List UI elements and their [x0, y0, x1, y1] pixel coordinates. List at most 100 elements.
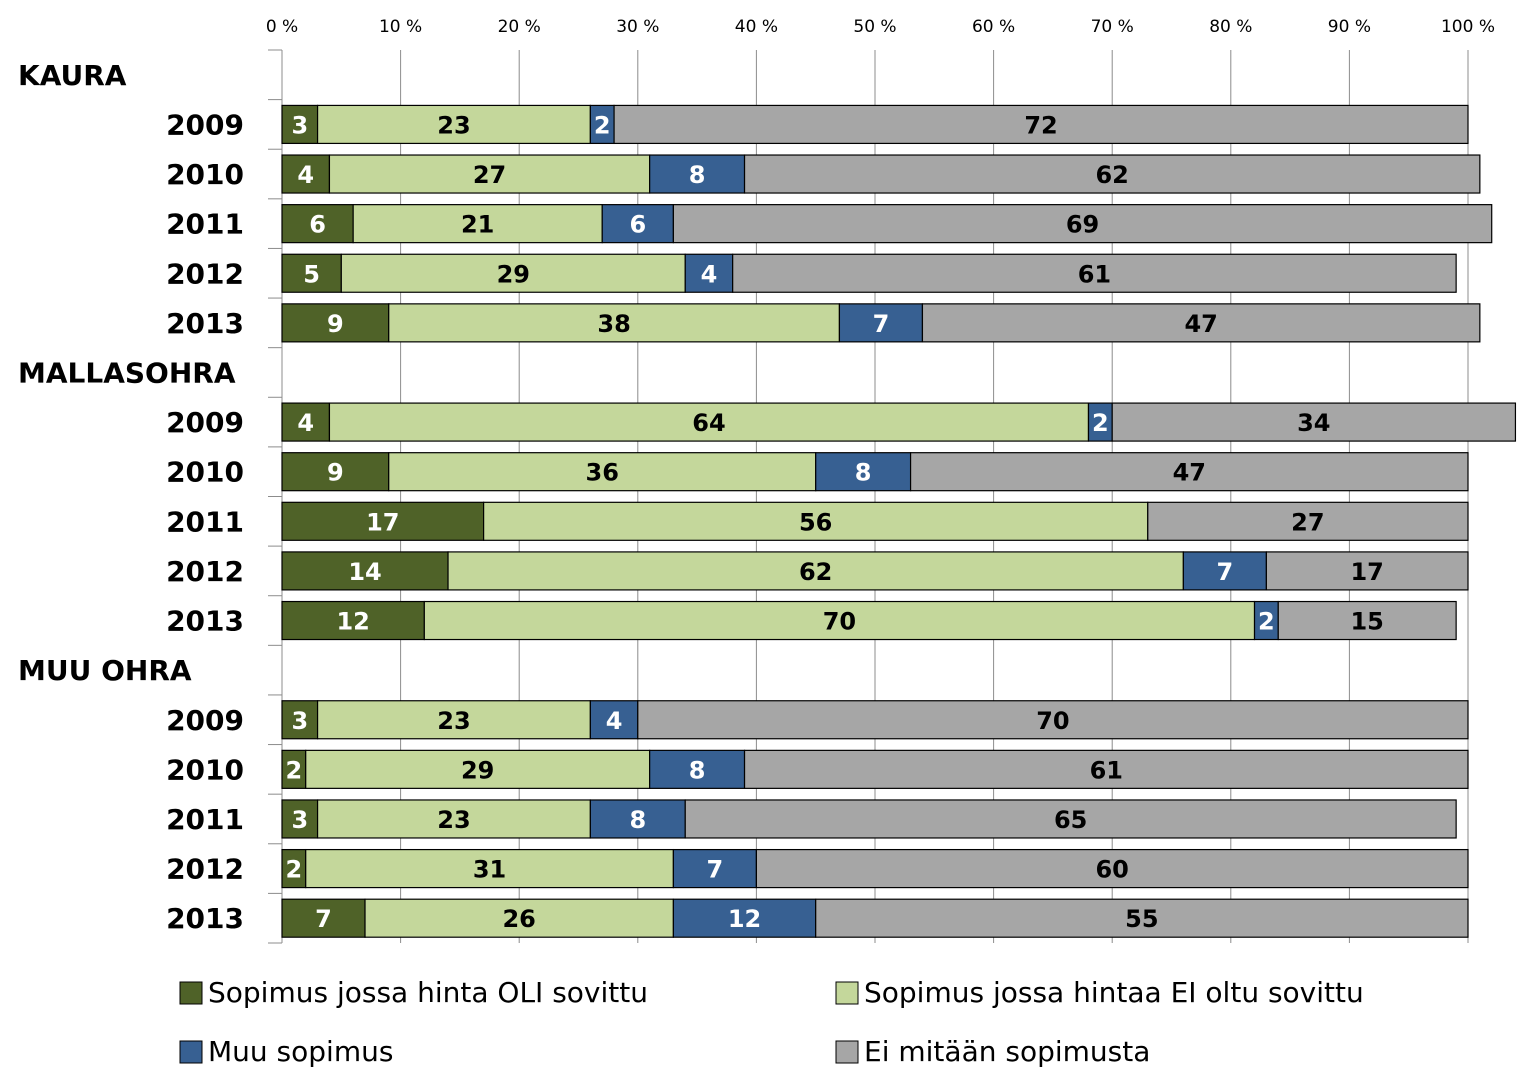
data-label: 5 [303, 260, 320, 288]
data-label: 21 [461, 211, 494, 239]
legend-label: Sopimus jossa hintaa EI oltu sovittu [864, 976, 1364, 1009]
data-label: 55 [1125, 905, 1158, 933]
data-label: 14 [348, 558, 381, 586]
y-tick-label: 2009 [166, 704, 244, 737]
bar-segment [1111, 402, 1517, 442]
data-label: 72 [1024, 111, 1057, 139]
data-label: 62 [799, 558, 832, 586]
data-label: 70 [1036, 707, 1069, 735]
y-tick-label: 2012 [166, 555, 244, 588]
bar-segment [649, 749, 746, 789]
y-tick-label: 2010 [166, 456, 244, 489]
bar-segment [352, 204, 603, 244]
data-label: 2 [286, 756, 303, 784]
data-label: 4 [701, 260, 718, 288]
bar-segment [1147, 501, 1469, 541]
bar-segment [316, 799, 591, 839]
y-tick-label: 2013 [166, 307, 244, 340]
bar-segment [447, 551, 1184, 591]
legend-swatch [179, 1040, 203, 1064]
y-tick-label: 2009 [166, 108, 244, 141]
bar-segment [328, 402, 1090, 442]
data-label: 29 [461, 756, 494, 784]
legend-label: Sopimus jossa hinta OLI sovittu [208, 976, 648, 1009]
data-label: 7 [873, 310, 890, 338]
data-label: 62 [1095, 161, 1128, 189]
group-label: KAURA [18, 59, 127, 92]
bar-segment [281, 551, 449, 591]
data-label: 3 [291, 806, 308, 834]
x-tick-label: 100 % [1441, 17, 1495, 37]
data-label: 70 [823, 608, 856, 636]
y-tick-label: 2010 [166, 753, 244, 786]
bar-segment [672, 848, 758, 889]
data-label: 4 [297, 409, 314, 437]
bar-segment [305, 749, 651, 789]
x-tick-label: 70 % [1091, 17, 1134, 37]
bar-segment [1265, 551, 1469, 591]
bar-segment [1277, 600, 1457, 641]
legend-label: Muu sopimus [208, 1035, 393, 1067]
y-tick-label: 2009 [166, 406, 244, 439]
bar-segment [838, 303, 924, 343]
bar-segment [589, 700, 639, 740]
data-label: 23 [437, 707, 470, 735]
bar-segment [281, 204, 354, 244]
bar-segment [684, 799, 1457, 839]
data-label: 36 [586, 459, 619, 487]
y-tick-label: 2013 [166, 902, 244, 935]
data-label: 12 [336, 608, 369, 636]
data-label: 8 [689, 161, 706, 189]
data-label: 38 [597, 310, 630, 338]
data-label: 12 [728, 905, 761, 933]
bar-segment [921, 303, 1481, 343]
group-label: MALLASOHRA [18, 356, 236, 389]
y-tick-label: 2010 [166, 158, 244, 191]
data-label: 2 [1092, 409, 1109, 437]
group-label: MUU OHRA [18, 654, 192, 687]
bar-segment [1182, 551, 1267, 591]
data-label: 65 [1054, 806, 1087, 834]
data-label: 8 [689, 756, 706, 784]
data-label: 3 [291, 707, 308, 735]
bar-segment [601, 204, 674, 244]
data-label: 6 [309, 211, 326, 239]
x-tick-label: 50 % [853, 17, 896, 37]
data-label: 31 [473, 856, 506, 884]
bar-segment [281, 452, 390, 492]
x-tick-label: 20 % [498, 17, 541, 37]
legend-swatch [835, 981, 859, 1005]
legend-swatch [835, 1040, 859, 1064]
x-tick-label: 0 % [266, 17, 298, 37]
data-label: 4 [606, 707, 623, 735]
legend-swatch [179, 981, 203, 1005]
bar-segment [815, 898, 1469, 938]
x-tick-label: 90 % [1328, 17, 1371, 37]
data-label: 3 [291, 111, 308, 139]
data-label: 17 [1350, 558, 1383, 586]
data-label: 69 [1066, 211, 1099, 239]
data-label: 8 [855, 459, 872, 487]
bar-segment [815, 452, 912, 492]
bar-segment [388, 452, 817, 492]
bar-segment [388, 303, 841, 343]
x-tick-label: 10 % [379, 17, 422, 37]
data-label: 47 [1184, 310, 1217, 338]
bar-segment [281, 799, 319, 839]
x-tick-label: 80 % [1209, 17, 1252, 37]
data-label: 8 [629, 806, 646, 834]
bar-segment [613, 104, 1469, 145]
bar-segment [328, 154, 651, 194]
bar-segment [672, 204, 1493, 244]
data-label: 60 [1095, 856, 1128, 884]
y-tick-label: 2011 [166, 208, 244, 241]
bar-segment [732, 253, 1457, 293]
bar-segment [281, 501, 485, 541]
bar-segment [909, 452, 1469, 492]
data-label: 61 [1090, 756, 1123, 784]
bar-segment [684, 253, 734, 293]
data-label: 17 [366, 508, 399, 536]
y-tick-label: 2012 [166, 257, 244, 290]
data-label: 9 [327, 310, 344, 338]
